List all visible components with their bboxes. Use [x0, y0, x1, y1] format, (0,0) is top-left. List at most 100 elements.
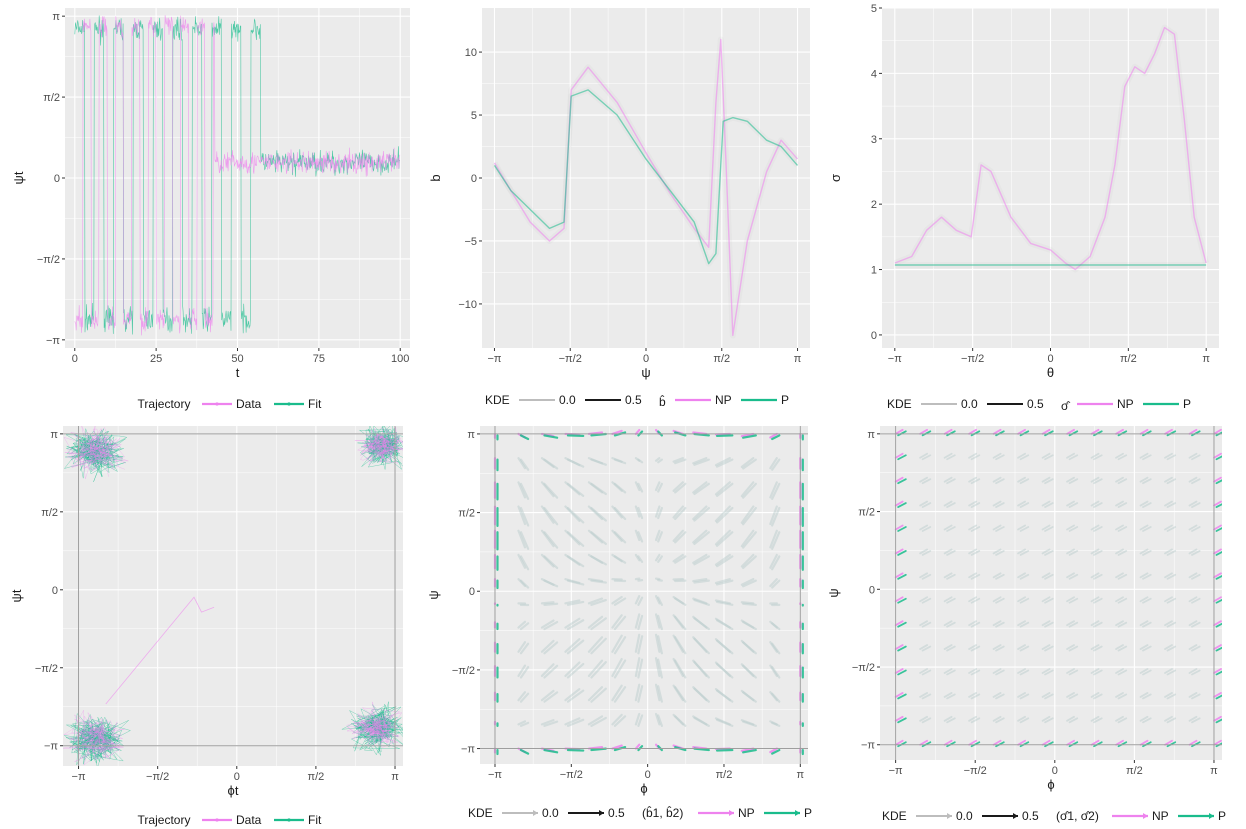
vector-p: [543, 482, 559, 499]
legend-arrowhead: [947, 813, 952, 819]
vector-np: [769, 691, 778, 702]
vector-np: [1213, 644, 1222, 650]
vector-p: [590, 617, 607, 631]
x-tick-label: π: [794, 353, 802, 365]
panel-p6: −π −π/2 0 π/2 π −π −π/2 0 π/2 π ϕ ψ: [826, 426, 1222, 792]
vector-p: [771, 579, 781, 589]
vector-np: [943, 668, 953, 674]
vector-p: [566, 639, 585, 655]
vector-p: [1093, 526, 1103, 532]
vector-p: [1166, 454, 1177, 461]
vector-np: [1164, 428, 1173, 435]
vector-p: [543, 531, 559, 549]
legend-label-p: P: [804, 806, 812, 820]
vector-np: [517, 691, 527, 702]
vector-np: [992, 500, 1002, 507]
vector-np: [769, 432, 778, 439]
vector-np: [1066, 524, 1075, 531]
vector-p: [1215, 551, 1222, 556]
legend-label-np: NP: [1117, 397, 1134, 411]
vector-p: [921, 645, 932, 652]
vector-np: [1188, 692, 1198, 698]
vector-np: [517, 720, 527, 726]
vector-p: [897, 597, 907, 604]
vector-p: [771, 622, 781, 631]
vector-p: [519, 555, 530, 571]
vector-p: [1166, 597, 1177, 604]
panel-background: [63, 426, 403, 766]
vector-np: [1139, 476, 1149, 483]
vector-p: [897, 669, 907, 676]
vector-np: [894, 715, 904, 722]
legend-arrowhead: [599, 810, 604, 816]
vector-np: [1188, 620, 1198, 627]
vector-np: [919, 739, 929, 746]
vector-np: [769, 620, 778, 629]
vector-np: [540, 553, 555, 568]
vector-p: [543, 579, 559, 588]
vector-p: [1191, 478, 1201, 485]
vector-p: [771, 692, 781, 703]
vector-p: [715, 689, 734, 703]
legend-p4: Trajectory Data Fit: [138, 813, 322, 827]
vector-np: [1115, 715, 1124, 722]
vector-p: [897, 693, 907, 700]
vector-p: [995, 550, 1005, 556]
vector-p: [657, 596, 663, 606]
vector-np: [672, 713, 684, 726]
vector-p: [566, 555, 585, 568]
vector-p: [742, 748, 757, 754]
vector-np: [634, 529, 641, 542]
vector-np: [564, 617, 581, 629]
vector-np: [968, 668, 977, 674]
vector-np: [1041, 739, 1051, 746]
panel-p1: 0 25 50 75 100 −π −π/2 0 π/2 π t ψt: [11, 8, 410, 380]
vector-np: [692, 715, 708, 726]
vector-p: [742, 641, 757, 655]
vector-np: [654, 613, 661, 629]
vector-np: [611, 634, 623, 653]
vector-p: [1019, 502, 1030, 508]
vector-p: [1166, 573, 1177, 580]
vector-p: [1019, 669, 1030, 676]
legend-label-data: Data: [236, 813, 262, 827]
x-tick-label: 0: [234, 771, 240, 783]
vector-np: [943, 692, 953, 698]
vector-np: [1164, 692, 1173, 698]
legend-kde-title: KDE: [468, 806, 493, 820]
x-tick-label: −π/2: [964, 765, 987, 777]
vector-p: [566, 600, 585, 606]
vector-p: [637, 458, 644, 464]
vector-np: [1090, 428, 1100, 435]
x-tick-label: π/2: [716, 769, 733, 781]
y-tick-label: 1: [871, 265, 877, 277]
vector-p: [590, 637, 607, 655]
legend-kde-level: 0.0: [559, 393, 576, 407]
vector-np: [769, 457, 778, 470]
vector-np: [587, 686, 604, 702]
vector-np: [943, 428, 953, 435]
y-tick-label: π: [50, 429, 58, 441]
vector-p: [590, 716, 607, 727]
vector-p: [693, 555, 710, 566]
vector-p: [543, 748, 559, 754]
vector-np: [769, 720, 778, 726]
vector-np: [1115, 596, 1124, 603]
y-tick-label: −π: [46, 335, 60, 347]
vector-p: [519, 458, 530, 471]
legend-kde-title: KDE: [882, 809, 907, 823]
y-tick-label: −π: [861, 740, 875, 752]
vector-np: [714, 457, 731, 467]
vector-np: [714, 599, 731, 605]
vector-np: [1017, 476, 1026, 483]
vector-p: [995, 693, 1005, 700]
vector-np: [587, 597, 604, 605]
vector-np: [714, 505, 731, 523]
legend-key-point: [215, 402, 219, 406]
vector-p: [1068, 478, 1079, 485]
vector-np: [894, 596, 904, 603]
vector-p: [519, 692, 530, 703]
vector-np: [564, 553, 581, 566]
vector-np: [1188, 596, 1198, 603]
vector-np: [634, 633, 641, 653]
